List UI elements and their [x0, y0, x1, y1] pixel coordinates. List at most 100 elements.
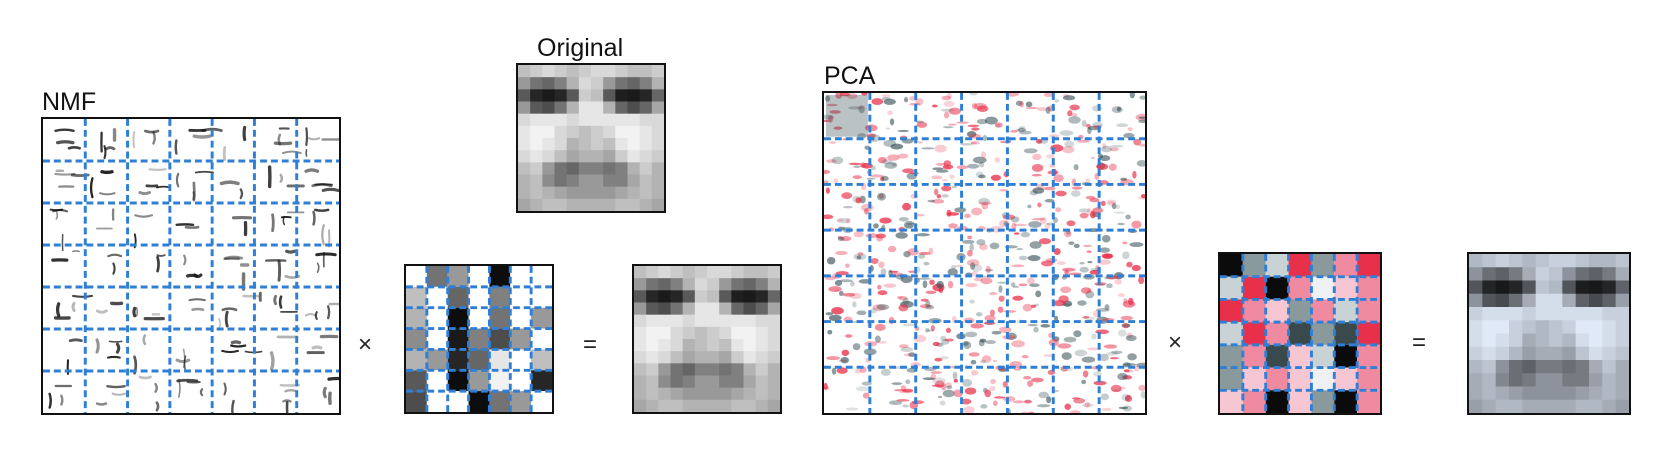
pca-component-blob	[1125, 334, 1137, 342]
face-pixel	[731, 302, 744, 316]
face-pixel	[1602, 373, 1617, 387]
pca-component-blob	[1131, 220, 1142, 229]
pca-component-blob	[980, 151, 986, 159]
face-pixel	[658, 290, 671, 303]
face-pixel	[743, 387, 757, 401]
pca-component-blob	[898, 344, 909, 349]
face-pixel	[1575, 346, 1590, 361]
face-pixel	[578, 101, 592, 115]
pca-component-blob	[862, 392, 870, 399]
pca-component-blob	[1101, 145, 1112, 153]
pca-component-blob	[1101, 253, 1113, 259]
nmf-component-stroke	[144, 129, 160, 134]
pca-component-blob	[836, 367, 848, 374]
face-pixel	[591, 138, 604, 151]
pca-component-blob	[1054, 99, 1060, 103]
pca-component-blob	[925, 290, 937, 295]
pca-component-blob	[1109, 147, 1119, 152]
pca-component-blob	[1085, 123, 1091, 128]
pca-weight-cell	[1265, 390, 1289, 413]
face-pixel	[1602, 280, 1617, 295]
pca-component-blob	[898, 216, 909, 222]
face-pixel	[603, 101, 616, 115]
face-pixel	[670, 290, 684, 303]
face-pixel	[755, 302, 769, 316]
face-pixel	[1495, 267, 1510, 281]
face-pixel	[627, 138, 641, 151]
face-pixel	[719, 302, 732, 316]
pca-component-blob	[1012, 295, 1024, 301]
face-pixel	[1602, 320, 1617, 334]
pca-component-blob	[1057, 343, 1072, 349]
pca-component-blob	[971, 102, 978, 110]
face-pixel	[530, 125, 543, 139]
face-pixel	[1549, 399, 1563, 413]
face-pixel	[707, 375, 720, 389]
face-pixel	[566, 65, 580, 78]
nmf-weight-cell	[426, 266, 448, 287]
pca-component-blob	[1027, 255, 1041, 262]
face-pixel	[634, 266, 647, 279]
nmf-component-stroke	[176, 378, 199, 383]
pca-component-blob	[1067, 110, 1073, 117]
pca-component-blob	[833, 178, 839, 184]
nmf-component-stroke	[192, 134, 212, 139]
face-pixel	[634, 314, 647, 328]
pca-component-blob	[873, 223, 879, 229]
face-pixel	[1615, 267, 1629, 281]
pca-component-blob	[1127, 353, 1137, 361]
pca-component-blob	[956, 121, 969, 124]
face-pixel	[1469, 386, 1483, 401]
pca-component-blob	[934, 380, 945, 389]
pca-component-blob	[1090, 210, 1096, 219]
pca-component-blob	[942, 389, 955, 398]
face-pixel	[591, 150, 604, 163]
face-pixel	[1482, 399, 1497, 413]
pca-component-blob	[881, 94, 891, 98]
face-pixel	[566, 77, 580, 90]
pca-component-blob	[1061, 352, 1072, 360]
face-pixel	[670, 399, 684, 412]
face-pixel	[658, 351, 671, 364]
face-pixel	[694, 351, 708, 364]
pca-component-blob	[972, 156, 987, 164]
face-pixel	[651, 174, 664, 188]
pca-component-blob	[887, 245, 897, 253]
nmf-component-stroke	[54, 128, 75, 133]
pca-component-blob	[1046, 396, 1052, 404]
pca-component-blob	[898, 296, 908, 301]
nmf-component-stroke	[156, 255, 160, 273]
face-pixel	[1509, 360, 1523, 374]
face-pixel	[1495, 293, 1510, 308]
nmf-component-stroke	[321, 187, 339, 192]
nmf-component-stroke	[224, 255, 244, 260]
face-pixel	[1495, 360, 1510, 374]
pca-component-blob	[941, 95, 952, 101]
face-pixel	[578, 186, 592, 200]
pca-component-blob	[884, 162, 898, 169]
pca-component-blob	[1129, 93, 1135, 99]
face-pixel	[731, 314, 744, 328]
pca-component-blob	[967, 163, 980, 169]
nmf-component-stroke	[284, 389, 298, 393]
nmf-weight-cell	[406, 391, 427, 412]
pca-weight-cell	[1220, 390, 1243, 413]
pca-component-blob	[877, 284, 882, 290]
nmf-weight-cell	[426, 370, 448, 392]
nmf-component-stroke	[271, 213, 275, 232]
pca-component-blob	[1002, 381, 1008, 388]
pca-component-blob	[946, 212, 960, 216]
pca-component-blob	[834, 280, 843, 286]
pca-component-blob	[939, 400, 946, 406]
face-pixel	[603, 138, 616, 151]
pca-component-blob	[943, 160, 951, 167]
face-pixel	[1589, 293, 1603, 308]
pca-component-blob	[1064, 403, 1072, 410]
nmf-component-stroke	[135, 306, 139, 317]
pca-component-blob	[883, 98, 896, 105]
pca-component-blob	[1100, 393, 1110, 401]
face-pixel	[566, 186, 580, 200]
pca-component-blob	[1102, 142, 1107, 150]
nmf-component-stroke	[55, 210, 59, 220]
nmf-component-stroke	[138, 375, 152, 380]
